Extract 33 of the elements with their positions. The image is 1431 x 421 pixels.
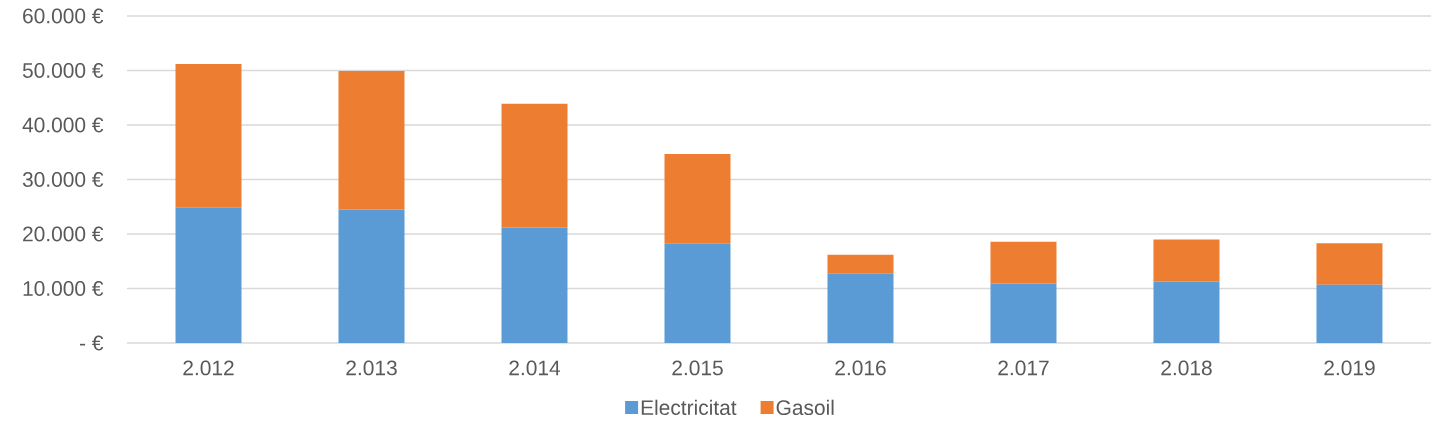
y-tick-label: 20.000 €: [23, 226, 104, 242]
legend-label: Gasoil: [776, 399, 834, 416]
bar: [501, 103, 568, 228]
x-tick-label: 2.012: [183, 360, 234, 376]
x-tick-label: 2.018: [1161, 360, 1212, 376]
y-tick-label: - €: [80, 335, 104, 351]
x-tick-label: 2.019: [1324, 360, 1375, 376]
y-tick-label: 50.000 €: [22, 63, 104, 78]
legend-label: Electricitat: [641, 399, 737, 416]
x-tick-label: 2.017: [998, 360, 1049, 376]
bar: [1316, 243, 1383, 285]
bar: [1316, 284, 1383, 343]
bar: [1153, 281, 1220, 343]
bar: [827, 254, 894, 274]
bar: [827, 273, 894, 343]
y-tick-label: 60.000 €: [23, 8, 104, 24]
bar: [175, 207, 242, 343]
bar: [338, 71, 405, 210]
x-tick-label: 2.014: [509, 360, 561, 376]
bar: [990, 241, 1057, 284]
bar: [1153, 239, 1220, 282]
y-tick-label: 40.000 €: [22, 117, 104, 133]
bar: [664, 153, 731, 244]
bar: [990, 283, 1057, 343]
bar: [175, 63, 242, 208]
x-tick-label: 2.016: [835, 360, 886, 376]
y-tick-label: 30.000 €: [22, 172, 104, 187]
bar: [664, 243, 731, 343]
x-tick-label: 2.013: [346, 360, 397, 376]
x-tick-label: 2.015: [672, 360, 723, 376]
y-tick-label: 10.000 €: [23, 281, 104, 296]
bar: [338, 209, 405, 343]
bar: [501, 227, 568, 343]
